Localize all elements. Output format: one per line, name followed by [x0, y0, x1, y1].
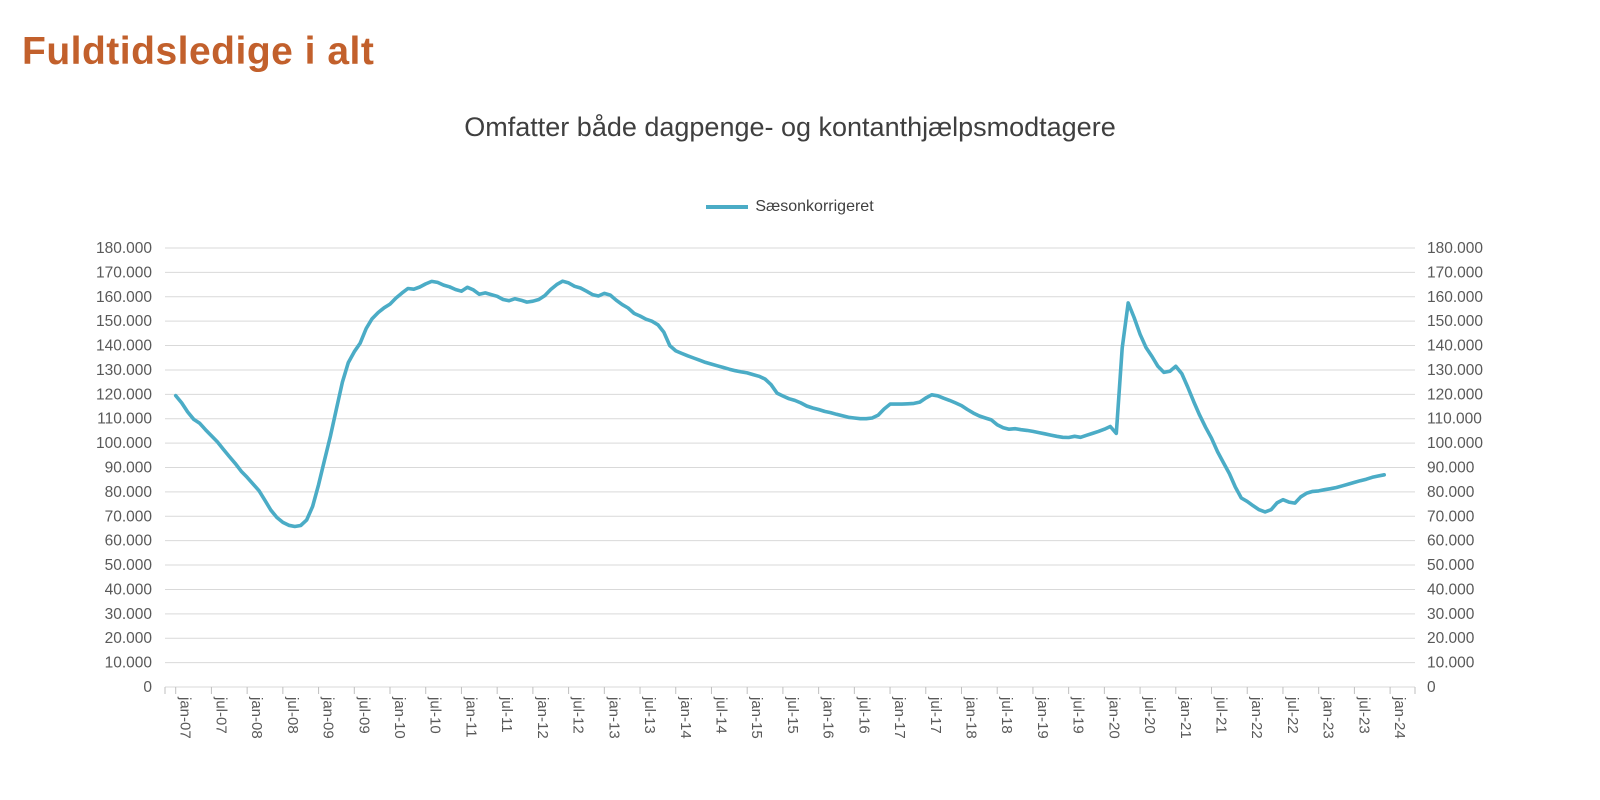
svg-text:20.000: 20.000 [1427, 630, 1475, 647]
svg-text:150.000: 150.000 [1427, 313, 1483, 330]
svg-text:70.000: 70.000 [1427, 508, 1475, 525]
svg-text:130.000: 130.000 [96, 362, 152, 379]
svg-text:80.000: 80.000 [1427, 484, 1475, 501]
svg-text:jan-14: jan-14 [677, 696, 694, 739]
svg-text:80.000: 80.000 [105, 484, 153, 501]
svg-text:140.000: 140.000 [1427, 338, 1483, 355]
svg-text:140.000: 140.000 [96, 338, 152, 355]
svg-text:90.000: 90.000 [105, 460, 153, 477]
svg-text:jan-24: jan-24 [1391, 696, 1408, 739]
svg-text:jan-21: jan-21 [1177, 696, 1194, 739]
svg-text:jul-14: jul-14 [712, 696, 729, 734]
svg-text:jan-16: jan-16 [820, 696, 837, 739]
legend-line-swatch [706, 205, 749, 209]
svg-text:jan-19: jan-19 [1034, 696, 1051, 739]
svg-text:jul-18: jul-18 [998, 696, 1015, 734]
svg-text:jan-10: jan-10 [391, 696, 408, 739]
svg-text:170.000: 170.000 [1427, 264, 1483, 281]
svg-text:jul-12: jul-12 [570, 696, 587, 734]
svg-text:20.000: 20.000 [105, 630, 153, 647]
svg-text:jan-20: jan-20 [1105, 696, 1122, 739]
svg-text:0: 0 [1427, 679, 1436, 696]
svg-text:jul-08: jul-08 [284, 696, 301, 734]
svg-text:100.000: 100.000 [96, 435, 152, 452]
svg-text:jan-09: jan-09 [320, 696, 337, 739]
svg-text:30.000: 30.000 [1427, 606, 1475, 623]
svg-text:jan-15: jan-15 [748, 696, 765, 739]
svg-text:130.000: 130.000 [1427, 362, 1483, 379]
svg-text:jul-19: jul-19 [1070, 696, 1087, 734]
svg-text:jul-23: jul-23 [1355, 696, 1372, 734]
svg-text:180.000: 180.000 [1427, 240, 1483, 257]
svg-text:100.000: 100.000 [1427, 435, 1483, 452]
svg-text:jul-10: jul-10 [427, 696, 444, 734]
svg-text:160.000: 160.000 [96, 289, 152, 306]
svg-text:jan-12: jan-12 [534, 696, 551, 739]
svg-text:jul-21: jul-21 [1213, 696, 1230, 734]
svg-text:110.000: 110.000 [97, 411, 152, 428]
svg-text:30.000: 30.000 [105, 606, 153, 623]
svg-text:180.000: 180.000 [96, 240, 152, 257]
svg-text:jan-13: jan-13 [605, 696, 622, 739]
svg-text:jul-15: jul-15 [784, 696, 801, 734]
svg-text:jan-17: jan-17 [891, 696, 908, 739]
svg-text:40.000: 40.000 [105, 581, 153, 598]
svg-text:90.000: 90.000 [1427, 460, 1475, 477]
svg-text:10.000: 10.000 [105, 655, 153, 672]
svg-text:160.000: 160.000 [1427, 289, 1483, 306]
chart-legend: Sæsonkorrigeret [165, 198, 1415, 216]
svg-text:0: 0 [143, 679, 152, 696]
svg-text:jan-07: jan-07 [177, 696, 194, 739]
svg-text:jan-22: jan-22 [1248, 696, 1265, 739]
svg-text:jul-09: jul-09 [355, 696, 372, 734]
svg-text:jul-16: jul-16 [855, 696, 872, 734]
svg-text:jul-17: jul-17 [927, 696, 944, 734]
svg-text:jul-13: jul-13 [641, 696, 658, 734]
svg-text:jan-08: jan-08 [248, 696, 265, 739]
svg-text:jan-18: jan-18 [962, 696, 979, 739]
svg-text:170.000: 170.000 [96, 264, 152, 281]
svg-text:110.000: 110.000 [1427, 411, 1482, 428]
svg-text:150.000: 150.000 [96, 313, 152, 330]
svg-text:10.000: 10.000 [1427, 655, 1475, 672]
legend-series-label: Sæsonkorrigeret [755, 198, 874, 215]
svg-text:jul-11: jul-11 [498, 696, 515, 733]
page-title: Fuldtidsledige i alt [22, 30, 375, 73]
svg-text:jan-23: jan-23 [1320, 696, 1337, 739]
svg-text:120.000: 120.000 [96, 386, 152, 403]
svg-text:jul-07: jul-07 [212, 696, 229, 734]
svg-text:jul-20: jul-20 [1141, 696, 1158, 734]
svg-text:50.000: 50.000 [105, 557, 153, 574]
svg-text:60.000: 60.000 [105, 533, 153, 550]
svg-text:70.000: 70.000 [105, 508, 153, 525]
svg-text:40.000: 40.000 [1427, 581, 1475, 598]
svg-text:jul-22: jul-22 [1284, 696, 1301, 734]
svg-text:50.000: 50.000 [1427, 557, 1475, 574]
svg-text:60.000: 60.000 [1427, 533, 1475, 550]
svg-text:120.000: 120.000 [1427, 386, 1483, 403]
svg-text:jan-11: jan-11 [462, 696, 479, 738]
chart-title: Omfatter både dagpenge- og kontanthjælps… [464, 112, 1116, 142]
